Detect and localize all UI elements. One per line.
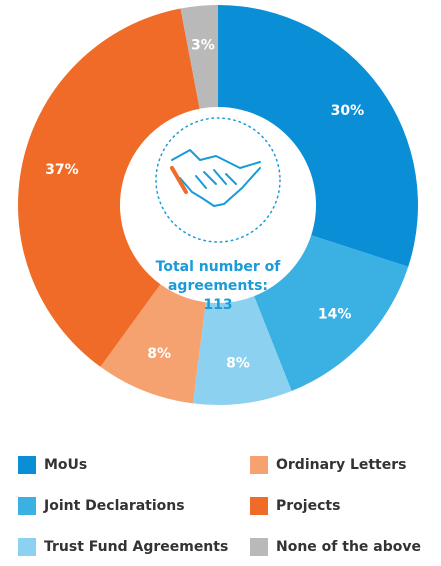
value-label: 8%	[147, 346, 171, 362]
donut-slice	[192, 296, 292, 405]
center-text: Total number of agreements: 113	[143, 258, 293, 315]
legend-label: MoUs	[44, 457, 87, 473]
donut-slice	[180, 5, 218, 109]
value-label: 37%	[45, 162, 79, 178]
donut-slice	[100, 284, 206, 404]
donut-slice	[218, 5, 418, 267]
legend-swatch	[250, 538, 268, 556]
legend-swatch	[18, 538, 36, 556]
value-label: 8%	[226, 356, 250, 372]
legend-swatch	[250, 456, 268, 474]
legend-swatch	[18, 456, 36, 474]
value-label: 30%	[331, 103, 365, 119]
value-label: 14%	[318, 307, 352, 323]
center-label: Total number of agreements:	[155, 259, 281, 294]
legend-swatch	[18, 497, 36, 515]
donut-slice	[254, 235, 409, 391]
legend-label: Projects	[276, 498, 340, 514]
legend-label: Trust Fund Agreements	[44, 539, 228, 555]
legend-swatch	[250, 497, 268, 515]
legend-label: None of the above	[276, 539, 421, 555]
value-label: 3%	[191, 38, 215, 54]
legend-label: Ordinary Letters	[276, 457, 406, 473]
handshake-icon	[155, 117, 281, 243]
center-total: 113	[203, 297, 233, 313]
donut-slice	[17, 8, 200, 367]
legend-label: Joint Declarations	[43, 498, 185, 514]
